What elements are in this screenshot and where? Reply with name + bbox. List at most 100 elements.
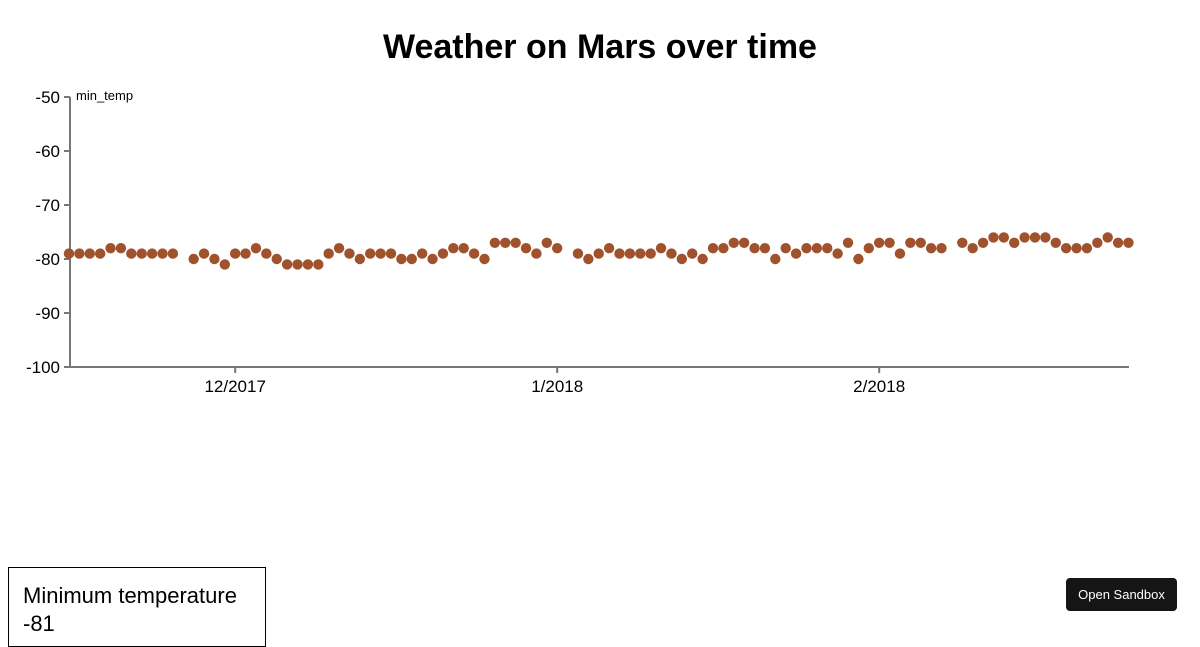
data-point — [1029, 232, 1041, 243]
data-point — [998, 232, 1010, 243]
data-point — [437, 248, 449, 259]
chart-title: Weather on Mars over time — [383, 28, 817, 66]
data-point — [988, 232, 999, 243]
data-point — [780, 243, 791, 254]
data-point — [115, 243, 127, 254]
data-point — [676, 253, 688, 265]
svg-text:-70: -70 — [35, 196, 60, 215]
data-point — [468, 248, 480, 259]
data-point — [967, 243, 978, 254]
min-temperature-card: Minimum temperature -81 — [8, 567, 266, 647]
svg-text:-60: -60 — [35, 142, 60, 161]
data-point — [531, 248, 542, 259]
data-point — [957, 237, 968, 248]
data-point — [63, 248, 75, 259]
data-point — [905, 237, 916, 248]
data-point — [811, 243, 823, 254]
data-point — [853, 253, 864, 265]
data-point — [313, 259, 324, 270]
data-point — [396, 253, 407, 265]
data-point — [385, 248, 397, 259]
data-point — [1009, 237, 1020, 248]
data-point — [292, 259, 303, 270]
svg-text:-90: -90 — [35, 304, 60, 323]
data-point — [645, 248, 656, 259]
data-point — [126, 248, 137, 259]
data-point — [375, 248, 386, 259]
data-point — [1092, 237, 1103, 248]
svg-text:2/2018: 2/2018 — [853, 377, 905, 396]
data-point — [354, 253, 366, 265]
data-point — [136, 248, 147, 259]
data-point — [333, 243, 345, 254]
data-point — [198, 248, 210, 259]
data-point — [1102, 232, 1113, 243]
data-point — [1019, 232, 1030, 243]
svg-text:12/2017: 12/2017 — [204, 377, 265, 396]
data-point — [458, 243, 469, 254]
data-point — [146, 248, 158, 259]
data-point — [583, 253, 594, 265]
data-point — [572, 248, 584, 259]
open-sandbox-button[interactable]: Open Sandbox — [1066, 578, 1177, 611]
data-point — [655, 243, 667, 254]
data-points — [63, 232, 1134, 270]
y-axis-label: min_temp — [76, 88, 133, 103]
data-point — [687, 248, 698, 259]
x-axis: 12/2017 1/2018 2/2018 — [70, 366, 1129, 396]
data-point — [1112, 237, 1124, 248]
data-point — [666, 248, 677, 259]
data-point — [448, 243, 459, 254]
y-axis: -50 -60 -70 -80 -90 -100 — [26, 88, 71, 377]
data-point — [884, 237, 895, 248]
data-point — [302, 259, 314, 270]
data-point — [1071, 243, 1082, 254]
min-temperature-label: Minimum temperature — [23, 583, 237, 608]
data-point — [697, 253, 708, 265]
data-point — [801, 243, 812, 254]
data-point — [894, 248, 906, 259]
data-point — [157, 248, 168, 259]
data-point — [822, 243, 833, 254]
data-point — [489, 237, 501, 248]
data-point — [209, 253, 220, 265]
data-point — [261, 248, 272, 259]
data-point — [614, 248, 625, 259]
data-point — [1081, 243, 1093, 254]
data-point — [551, 243, 563, 254]
data-point — [323, 248, 334, 259]
data-point — [1123, 237, 1134, 248]
data-point — [229, 248, 241, 259]
data-point — [188, 253, 199, 265]
data-point — [759, 243, 771, 254]
data-point — [936, 243, 947, 254]
data-point — [167, 248, 179, 259]
data-point — [635, 248, 646, 259]
data-point — [873, 237, 885, 248]
data-point — [520, 243, 532, 254]
svg-text:1/2018: 1/2018 — [531, 377, 583, 396]
svg-text:-100: -100 — [26, 358, 60, 377]
scatter-chart: -50-60-70-80-90-100 12/2017 1/2018 2/2018 … — [26, 88, 1134, 396]
data-point — [416, 248, 428, 259]
data-point — [1060, 243, 1072, 254]
data-point — [406, 253, 417, 265]
data-point — [790, 248, 802, 259]
data-point — [832, 248, 843, 259]
data-point — [770, 253, 781, 265]
data-point — [510, 237, 521, 248]
data-point — [728, 237, 739, 248]
data-point — [240, 248, 251, 259]
data-point — [749, 243, 760, 254]
data-point — [105, 243, 116, 254]
data-point — [365, 248, 376, 259]
data-point — [718, 243, 729, 254]
min-temperature-value: -81 — [23, 611, 55, 636]
data-point — [250, 243, 262, 254]
data-point — [541, 237, 553, 248]
data-point — [925, 243, 937, 254]
data-point — [74, 248, 85, 259]
svg-text:-80: -80 — [35, 250, 60, 269]
data-point — [1040, 232, 1051, 243]
data-point — [271, 253, 282, 265]
